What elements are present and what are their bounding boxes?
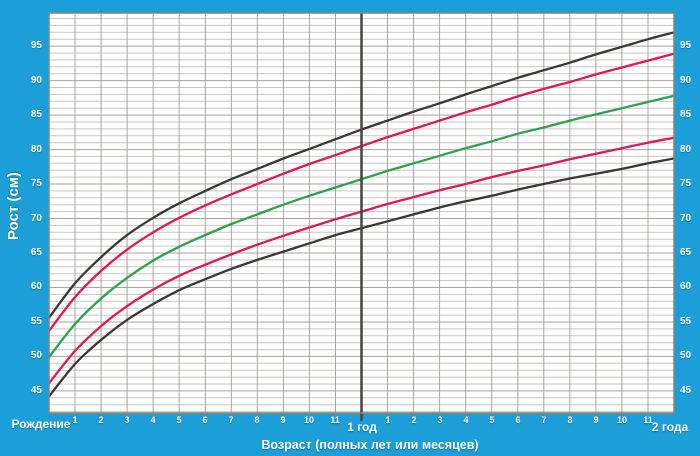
- x-month-label: 8: [567, 415, 573, 425]
- plot-border: [48, 12, 675, 414]
- x-month-label: 4: [150, 415, 156, 425]
- x-month-label: 11: [643, 415, 653, 425]
- x-month-label: 6: [202, 415, 208, 425]
- y-tick-label-right: 85: [680, 109, 692, 120]
- x-label-two-years: 2 года: [651, 420, 689, 434]
- x-label-one-year: 1 год: [347, 420, 377, 434]
- y-tick-label-left: 70: [30, 213, 42, 224]
- x-month-label: 5: [176, 415, 182, 425]
- y-tick-label-left: 45: [30, 385, 42, 396]
- x-month-label: 3: [124, 415, 130, 425]
- x-month-label: 1: [72, 415, 78, 425]
- x-month-label: 9: [280, 415, 286, 425]
- x-month-label: 7: [541, 415, 547, 425]
- y-tick-label-left: 95: [30, 40, 42, 51]
- y-tick-label-right: 55: [680, 316, 692, 327]
- y-tick-label-left: 85: [30, 109, 42, 120]
- y-tick-label-left: 50: [30, 350, 42, 361]
- y-tick-label-left: 65: [30, 247, 42, 258]
- x-month-label: 7: [228, 415, 234, 425]
- y-tick-label-right: 60: [680, 281, 692, 292]
- x-label-birth: Рождение: [11, 417, 71, 431]
- y-tick-label-right: 95: [680, 40, 692, 51]
- y-tick-label-right: 90: [680, 75, 692, 86]
- x-month-label: 2: [411, 415, 417, 425]
- x-month-label: 4: [463, 415, 469, 425]
- y-tick-label-left: 90: [30, 75, 42, 86]
- y-tick-label-left: 75: [30, 178, 42, 189]
- y-tick-label-right: 50: [680, 350, 692, 361]
- x-axis-title: Возраст (полных лет или месяцев): [261, 438, 479, 452]
- x-month-label: 8: [254, 415, 260, 425]
- x-month-label: 5: [489, 415, 495, 425]
- x-month-label: 3: [437, 415, 443, 425]
- y-tick-label-right: 75: [680, 178, 692, 189]
- y-tick-label-right: 65: [680, 247, 692, 258]
- x-month-label: 10: [616, 415, 627, 425]
- y-tick-label-right: 80: [680, 144, 692, 155]
- x-month-label: 1: [385, 415, 391, 425]
- x-month-label: 9: [593, 415, 599, 425]
- x-month-label: 6: [515, 415, 521, 425]
- y-tick-label-left: 80: [30, 144, 42, 155]
- x-month-label: 10: [303, 415, 314, 425]
- y-tick-label-right: 45: [680, 385, 692, 396]
- x-month-label: 2: [98, 415, 104, 425]
- x-month-label: 11: [330, 415, 340, 425]
- y-tick-label-right: 70: [680, 213, 692, 224]
- y-tick-label-left: 60: [30, 281, 42, 292]
- y-tick-label-left: 55: [30, 316, 42, 327]
